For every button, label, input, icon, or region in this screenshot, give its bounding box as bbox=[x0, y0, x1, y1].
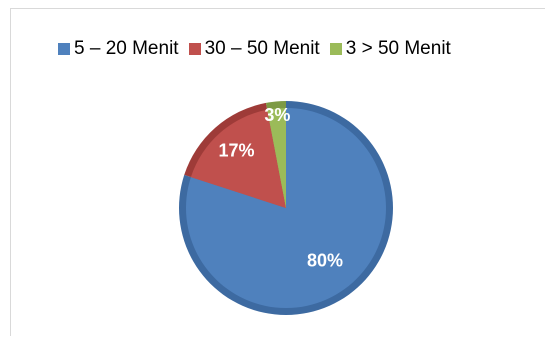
chart-frame bbox=[10, 8, 545, 336]
legend-label-over-50: 3 > 50 Menit bbox=[345, 38, 451, 59]
legend-item-5-20: 5 – 20 Menit bbox=[58, 38, 179, 60]
data-label-over-50: 3% bbox=[264, 105, 290, 125]
legend-swatch-over-50 bbox=[329, 43, 342, 55]
chart-legend: 5 – 20 Menit 30 – 50 Menit 3 > 50 Menit bbox=[58, 37, 451, 61]
pie-slice-30-50-face bbox=[190, 109, 286, 208]
data-label-30-50: 17% bbox=[218, 141, 254, 161]
legend-swatch-30-50 bbox=[188, 43, 201, 55]
pie-slice-over-50-face bbox=[267, 108, 286, 208]
legend-label-30-50: 30 – 50 Menit bbox=[204, 38, 320, 59]
legend-label-5-20: 5 – 20 Menit bbox=[74, 38, 179, 59]
legend-item-over-50: 3 > 50 Menit bbox=[329, 38, 451, 60]
legend-item-30-50: 30 – 50 Menit bbox=[188, 38, 320, 60]
pie-slice-5-20-face bbox=[185, 108, 386, 309]
data-label-5-20: 80% bbox=[307, 250, 343, 270]
legend-swatch-5-20 bbox=[58, 43, 70, 55]
